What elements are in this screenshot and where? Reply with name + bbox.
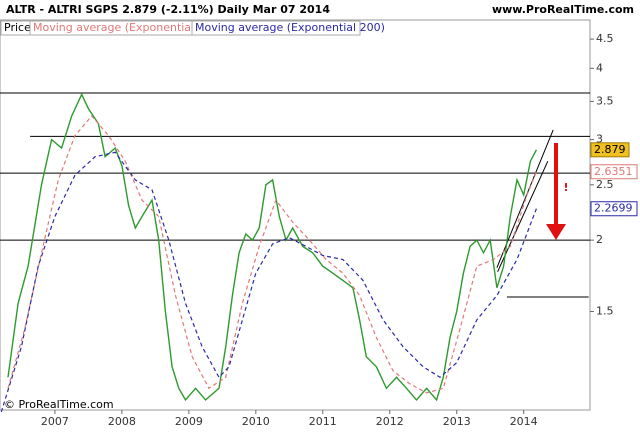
arrow-head bbox=[546, 224, 566, 240]
y-tick-label: 2 bbox=[596, 233, 603, 246]
last-value-label: 2.879 bbox=[594, 143, 626, 156]
last-value-box bbox=[590, 201, 638, 217]
last-value-label: 2.6351 bbox=[594, 165, 633, 178]
legend-price: Price bbox=[4, 21, 31, 34]
x-tick-label: 2012 bbox=[376, 415, 404, 428]
y-tick-label: 3.5 bbox=[596, 94, 614, 107]
moving-average bbox=[0, 151, 537, 413]
plot bbox=[0, 92, 590, 413]
y-tick-label: 4.5 bbox=[596, 32, 614, 45]
y-tick-label: 3 bbox=[596, 133, 603, 146]
x-tick-label: 2009 bbox=[175, 415, 203, 428]
moving-average bbox=[7, 115, 537, 394]
warning-mark: ! bbox=[563, 181, 568, 194]
x-tick-label: 2013 bbox=[443, 415, 471, 428]
plot-area bbox=[0, 19, 591, 411]
copyright: © ProRealTime.com bbox=[4, 398, 114, 411]
last-value-label: 2.2699 bbox=[594, 202, 633, 215]
y-tick-label: 2.5 bbox=[596, 178, 614, 191]
price-line bbox=[7, 92, 538, 402]
x-tick-label: 2008 bbox=[108, 415, 136, 428]
last-value-box bbox=[590, 164, 638, 180]
legend-entry: Moving average (Exponential 200) bbox=[195, 21, 385, 34]
x-tick-label: 2014 bbox=[510, 415, 538, 428]
legend-box bbox=[191, 20, 361, 36]
legend-entry: Moving average (Exponential 50) bbox=[33, 21, 216, 34]
x-tick-label: 2011 bbox=[309, 415, 337, 428]
x-tick-label: 2010 bbox=[242, 415, 270, 428]
y-tick-label: 1.5 bbox=[596, 304, 614, 317]
source: www.ProRealTime.com bbox=[492, 3, 634, 16]
last-value-box bbox=[590, 142, 630, 158]
y-tick-label: 4 bbox=[596, 61, 603, 74]
x-tick-label: 2007 bbox=[41, 415, 69, 428]
chart-title: ALTR - ALTRI SGPS 2.879 (-2.11%) Daily M… bbox=[6, 3, 330, 16]
